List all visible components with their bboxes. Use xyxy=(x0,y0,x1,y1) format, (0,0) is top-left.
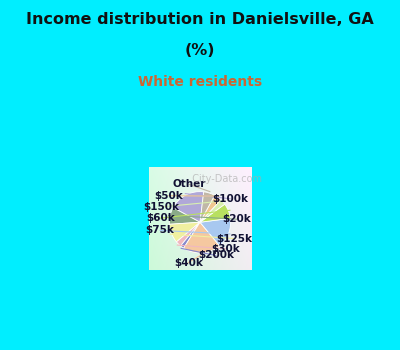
Wedge shape xyxy=(184,222,220,253)
Wedge shape xyxy=(200,218,231,246)
Text: $20k: $20k xyxy=(222,214,251,224)
Text: $50k: $50k xyxy=(154,191,183,201)
Wedge shape xyxy=(180,222,200,248)
Text: $200k: $200k xyxy=(198,251,234,260)
Wedge shape xyxy=(200,204,230,222)
Text: White residents: White residents xyxy=(138,75,262,89)
Wedge shape xyxy=(169,208,200,224)
Wedge shape xyxy=(200,192,215,222)
Text: $75k: $75k xyxy=(146,225,174,236)
Text: $40k: $40k xyxy=(174,258,203,268)
Text: City-Data.com: City-Data.com xyxy=(186,174,262,184)
Text: $150k: $150k xyxy=(144,202,180,212)
Wedge shape xyxy=(200,200,225,222)
Text: $60k: $60k xyxy=(146,213,175,223)
Text: Other: Other xyxy=(172,180,206,189)
Text: (%): (%) xyxy=(185,43,215,58)
Wedge shape xyxy=(176,222,200,246)
Text: $100k: $100k xyxy=(212,194,248,204)
Text: $30k: $30k xyxy=(211,244,240,254)
Text: Income distribution in Danielsville, GA: Income distribution in Danielsville, GA xyxy=(26,12,374,27)
Text: $125k: $125k xyxy=(217,233,253,244)
Wedge shape xyxy=(173,191,204,222)
Wedge shape xyxy=(170,222,200,242)
Wedge shape xyxy=(200,195,221,222)
